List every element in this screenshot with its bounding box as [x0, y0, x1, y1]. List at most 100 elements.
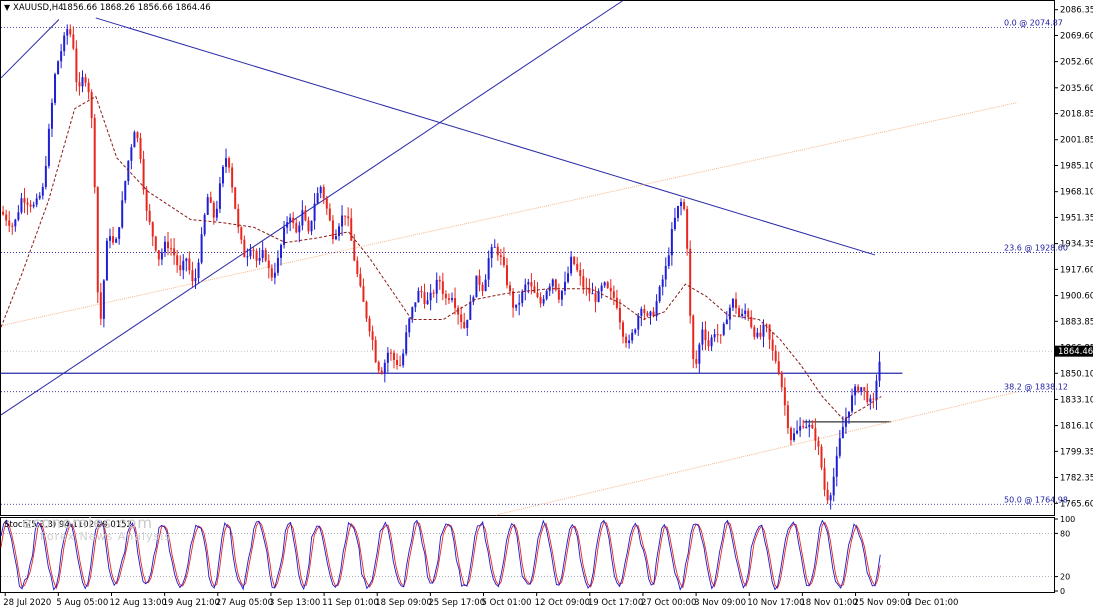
- candles-layer: [2, 24, 881, 510]
- candle-body: [487, 258, 490, 280]
- candle-body: [521, 291, 524, 304]
- candle-body: [591, 293, 594, 295]
- current-price-tag: [1055, 345, 1093, 357]
- candle-body: [869, 398, 872, 402]
- fib-level-label: 0.0 @ 2074.87: [1004, 18, 1063, 27]
- candle-body: [96, 187, 99, 293]
- candle-body: [640, 309, 643, 316]
- candle-body: [786, 405, 789, 429]
- candle-body: [872, 398, 875, 400]
- candle-body: [478, 275, 481, 285]
- candle-body: [228, 158, 231, 168]
- candle-body: [87, 82, 90, 93]
- candle-body: [417, 290, 420, 303]
- candle-body: [719, 334, 722, 336]
- candle-body: [512, 291, 515, 308]
- candle-body: [396, 359, 399, 365]
- candle-body: [334, 236, 337, 240]
- candle-body: [118, 227, 121, 239]
- main-panel-frame: [0, 0, 1055, 516]
- candle-body: [802, 426, 805, 428]
- candle-body: [780, 372, 783, 388]
- candle-body: [524, 284, 527, 292]
- candle-body: [255, 250, 258, 261]
- candle-body: [878, 361, 881, 381]
- candle-body: [585, 287, 588, 289]
- y-tick-label: 2086.35: [1060, 6, 1093, 16]
- candle-body: [392, 352, 395, 360]
- candle-body: [17, 212, 20, 220]
- candle-body: [41, 186, 44, 196]
- candle-body: [368, 318, 371, 332]
- candle-body: [673, 217, 676, 230]
- candle-body: [69, 29, 72, 35]
- candle-body: [142, 159, 145, 190]
- candle-body: [246, 256, 249, 258]
- candle-body: [777, 361, 780, 373]
- candle-body: [194, 278, 197, 282]
- x-tick-label: 28 Jul 2020: [3, 598, 51, 608]
- candle-body: [783, 387, 786, 406]
- stoch-label: Stoch(5,3,3) 94.1102 89.0152: [4, 520, 132, 530]
- candle-body: [435, 279, 438, 294]
- candle-body: [270, 268, 273, 278]
- candle-body: [414, 302, 417, 308]
- candle-body: [820, 446, 823, 468]
- lines-layer: [0, 0, 1018, 516]
- candle-body: [66, 29, 69, 36]
- candle-body: [643, 309, 646, 314]
- candle-body: [554, 279, 557, 290]
- candle-body: [90, 92, 93, 118]
- candle-body: [206, 197, 209, 215]
- candle-body: [631, 332, 634, 341]
- candle-body: [768, 324, 771, 340]
- candle-body: [536, 292, 539, 298]
- candle-body: [44, 165, 47, 187]
- candle-body: [197, 262, 200, 279]
- candle-body: [399, 364, 402, 366]
- candle-body: [386, 352, 389, 363]
- candle-body: [542, 298, 545, 304]
- watermark-subtitle: Forex News Analysis: [40, 530, 172, 543]
- trendline: [0, 19, 60, 79]
- candle-body: [26, 202, 29, 205]
- candle-body: [121, 200, 124, 228]
- candle-body: [600, 285, 603, 292]
- y-tick-label: 2001.85: [1060, 136, 1093, 146]
- candle-body: [316, 193, 319, 204]
- candle-body: [252, 249, 255, 251]
- candle-body: [209, 197, 212, 203]
- candle-body: [356, 260, 359, 274]
- candle-body: [57, 61, 60, 75]
- candle-body: [579, 270, 582, 277]
- candle-body: [683, 202, 686, 210]
- candle-body: [866, 390, 869, 402]
- dropdown-arrow-icon[interactable]: ▼: [4, 3, 11, 12]
- candle-body: [680, 202, 683, 207]
- candle-body: [359, 273, 362, 287]
- candle-body: [377, 362, 380, 371]
- candle-body: [618, 307, 621, 323]
- candle-body: [170, 248, 173, 250]
- candle-body: [499, 255, 502, 257]
- candle-body: [38, 195, 41, 199]
- candle-body: [774, 350, 777, 362]
- candle-body: [313, 203, 316, 221]
- candle-body: [460, 314, 463, 322]
- candle-body: [225, 158, 228, 167]
- candle-body: [634, 329, 637, 333]
- candle-body: [594, 293, 597, 302]
- candle-body: [231, 167, 234, 188]
- symbol-label: XAUUSD,H4: [13, 3, 64, 13]
- candle-body: [234, 187, 237, 209]
- candle-body: [124, 181, 127, 201]
- candle-body: [789, 428, 792, 441]
- y-tick-label: 2035.60: [1060, 84, 1093, 94]
- candle-body: [817, 440, 820, 447]
- candle-body: [261, 250, 264, 259]
- candle-body: [167, 241, 170, 249]
- candle-body: [310, 220, 313, 232]
- candle-body: [667, 255, 670, 266]
- y-tick-label: 1900.60: [1060, 292, 1093, 302]
